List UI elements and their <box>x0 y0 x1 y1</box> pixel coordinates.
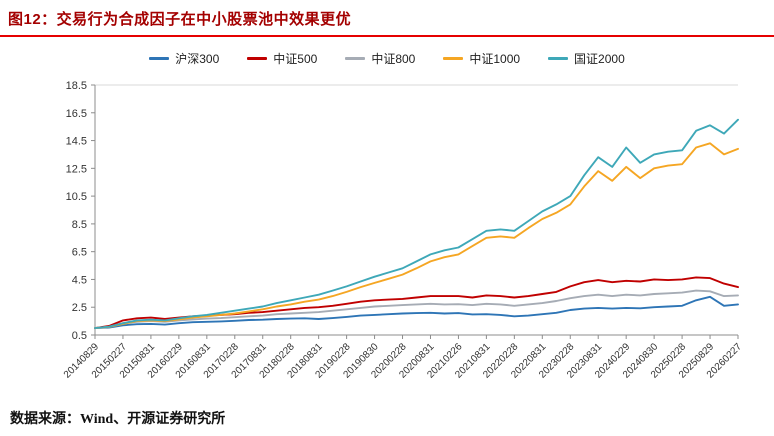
legend-item-1: 中证500 <box>247 50 317 67</box>
y-axis-tick-label: 16.5 <box>66 108 87 120</box>
chart-series-line-2 <box>94 289 739 330</box>
y-axis-tick-label: 4.5 <box>72 274 87 286</box>
legend-label: 中证500 <box>273 51 318 66</box>
chart-series-line-3 <box>94 142 739 330</box>
y-axis-tick-label: 6.5 <box>72 247 87 259</box>
y-axis-tick-label: 8.5 <box>72 219 87 231</box>
legend-label: 国证2000 <box>574 51 625 66</box>
chart-series-line-4 <box>94 118 739 330</box>
legend-item-4: 国证2000 <box>548 50 625 67</box>
figure-title: 图12：交易行为合成因子在中小股票池中效果更优 <box>8 11 352 28</box>
legend-item-2: 中证800 <box>345 50 415 67</box>
y-axis-tick-label: 14.5 <box>66 136 87 148</box>
legend-label: 中证1000 <box>469 51 521 66</box>
y-axis-tick-label: 18.5 <box>66 80 87 92</box>
legend-swatch-icon <box>149 56 170 60</box>
legend-swatch-icon <box>443 56 464 60</box>
figure-header: 图12：交易行为合成因子在中小股票池中效果更优 <box>0 0 774 37</box>
data-source-note: 数据来源：Wind、开源证券研究所 <box>10 412 226 427</box>
legend-swatch-icon <box>548 56 569 60</box>
y-axis-tick-label: 0.5 <box>72 330 87 342</box>
chart-series-line-1 <box>94 276 739 330</box>
legend-label: 沪深300 <box>175 51 220 66</box>
chart-legend: 沪深300 中证500 中证800 中证1000 国证2000 <box>0 49 774 67</box>
y-axis-tick-label: 12.5 <box>66 163 87 175</box>
chart-area: 0.5 2.5 4.5 6.5 8.5 10.5 12.5 14.5 16.5 18.5 20140… <box>0 73 774 409</box>
performance-line-chart: 0.52.54.56.58.510.512.514.516.518.520140… <box>62 80 745 381</box>
legend-label: 中证800 <box>371 51 416 66</box>
y-axis-tick-label: 10.5 <box>66 191 87 203</box>
y-axis-tick-label: 2.5 <box>72 302 87 314</box>
legend-item-3: 中证1000 <box>443 50 520 67</box>
legend-item-0: 沪深300 <box>149 50 219 67</box>
legend-swatch-icon <box>247 56 268 60</box>
legend-swatch-icon <box>345 56 366 60</box>
chart-series-line-0 <box>94 295 739 330</box>
